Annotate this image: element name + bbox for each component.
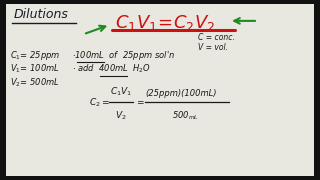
Text: =: = — [136, 98, 143, 107]
Text: 500$_{mL}$: 500$_{mL}$ — [172, 109, 199, 122]
Text: $\cdot$ add  400mL  $H_2O$: $\cdot$ add 400mL $H_2O$ — [72, 63, 151, 75]
Text: V = vol.: V = vol. — [198, 43, 228, 52]
Text: $C_1V_1$: $C_1V_1$ — [110, 85, 132, 98]
Text: $\cdot$100mL  of  25ppm sol'n: $\cdot$100mL of 25ppm sol'n — [72, 49, 175, 62]
Text: $V_2$: $V_2$ — [115, 109, 126, 122]
Text: Dilutions: Dilutions — [14, 8, 69, 21]
Text: $V_2$= 500mL: $V_2$= 500mL — [10, 76, 60, 89]
Text: $C_1V_1\!=\!C_2V_2$: $C_1V_1\!=\!C_2V_2$ — [115, 13, 215, 33]
Text: $C_1$= 25ppm: $C_1$= 25ppm — [10, 49, 60, 62]
Text: $C_2=$: $C_2=$ — [89, 96, 110, 109]
Text: C = conc.: C = conc. — [198, 33, 235, 42]
Text: $V_1$= 100mL: $V_1$= 100mL — [10, 63, 60, 75]
Text: (25ppm)(100mL): (25ppm)(100mL) — [146, 89, 217, 98]
FancyBboxPatch shape — [6, 4, 314, 176]
